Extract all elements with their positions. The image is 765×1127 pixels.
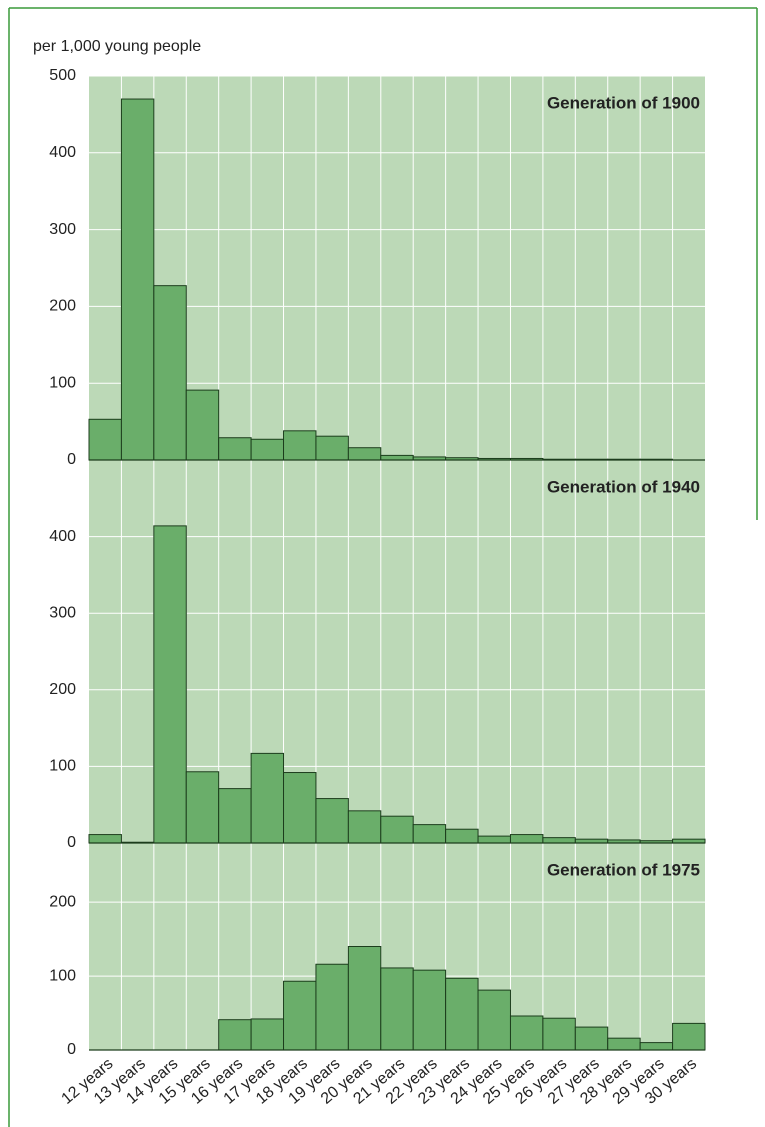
- bar: [218, 1019, 252, 1051]
- bar: [88, 834, 122, 844]
- bar: [218, 437, 252, 461]
- y-tick-label: 400: [49, 528, 76, 545]
- bar: [672, 1022, 706, 1051]
- y-tick-label: 0: [67, 834, 76, 851]
- bar: [88, 418, 122, 461]
- y-tick-label: 100: [49, 758, 76, 775]
- bar: [283, 772, 317, 844]
- bar: [185, 389, 220, 461]
- bar: [250, 752, 285, 844]
- bar: [380, 454, 414, 461]
- y-tick-label: 200: [49, 681, 76, 698]
- bar: [250, 1018, 285, 1051]
- bar: [120, 98, 155, 461]
- y-tick-label: 200: [49, 298, 76, 315]
- bar: [542, 837, 576, 844]
- bar: [445, 977, 479, 1051]
- bar: [477, 835, 511, 844]
- bar: [380, 815, 414, 844]
- y-tick-label: 100: [49, 967, 76, 984]
- bar: [412, 824, 447, 844]
- y-tick-label: 300: [49, 604, 76, 621]
- bar: [283, 980, 317, 1051]
- bar: [315, 798, 349, 844]
- bar: [542, 1017, 576, 1051]
- y-tick-label: 200: [49, 893, 76, 910]
- bar: [445, 828, 479, 844]
- bar: [250, 438, 285, 461]
- bar: [347, 946, 382, 1051]
- y-tick-label: 500: [49, 67, 76, 84]
- bar: [509, 834, 544, 844]
- bar: [153, 285, 187, 461]
- panel-title: Generation of 1975: [547, 860, 700, 879]
- y-tick-label: 400: [49, 144, 76, 161]
- panel-title: Generation of 1940: [547, 477, 700, 496]
- bar: [477, 989, 511, 1051]
- bar: [347, 447, 382, 461]
- y-tick-label: 0: [67, 451, 76, 468]
- bar: [315, 963, 349, 1051]
- y-tick-label: 100: [49, 374, 76, 391]
- bar: [412, 969, 447, 1051]
- bar: [315, 435, 349, 461]
- bar: [509, 1015, 544, 1051]
- bar: [639, 1042, 674, 1051]
- bar: [574, 1026, 609, 1051]
- y-axis-label: per 1,000 young people: [33, 38, 201, 55]
- bar: [380, 967, 414, 1051]
- y-tick-label: 0: [67, 1041, 76, 1058]
- bar: [283, 430, 317, 461]
- bar: [347, 810, 382, 844]
- panel-title: Generation of 1900: [547, 93, 700, 112]
- plot-background: [89, 76, 705, 1050]
- bar: [607, 1037, 641, 1051]
- y-tick-label: 300: [49, 221, 76, 238]
- bar: [153, 525, 187, 844]
- bar: [185, 771, 220, 844]
- bar: [218, 788, 252, 844]
